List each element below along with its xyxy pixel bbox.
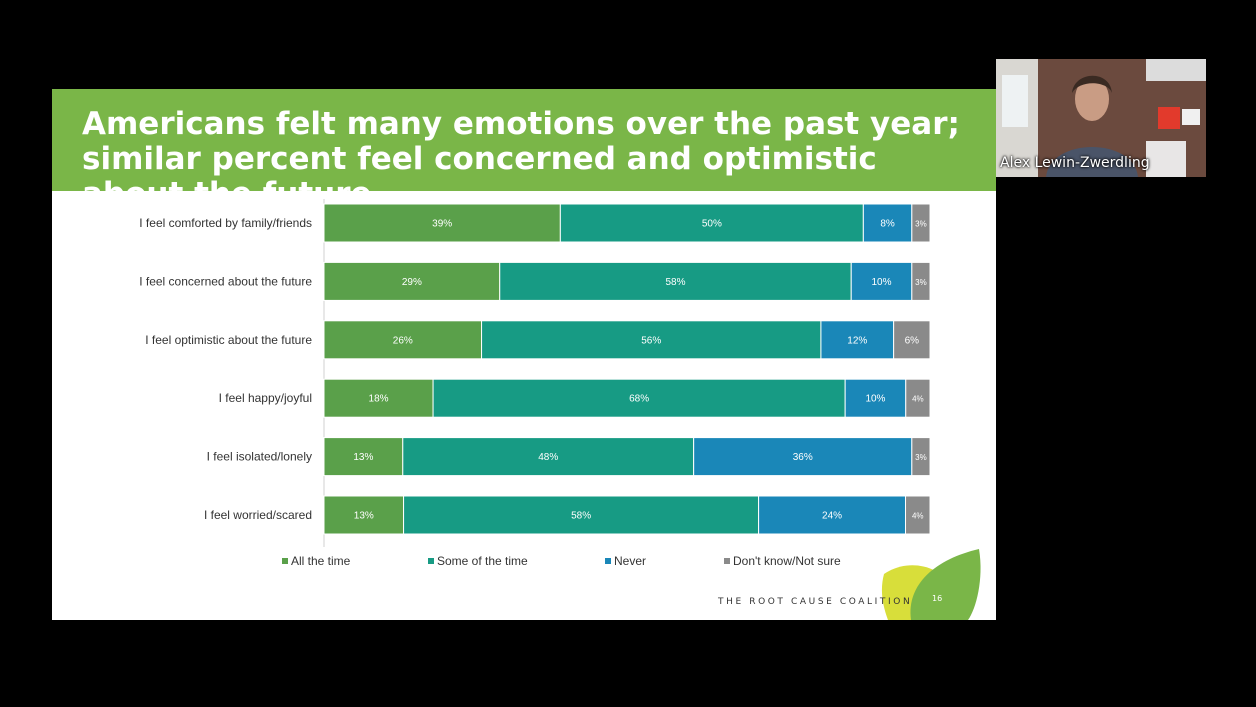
slide-title: Americans felt many emotions over the pa… (82, 106, 960, 212)
participant-name: Alex Lewin-Zwerdling (1000, 155, 1150, 171)
bar-segment (323, 495, 405, 535)
category-label: I feel isolated/lonely (207, 450, 312, 464)
page-number: 16 (932, 594, 943, 603)
participant-video-tile[interactable]: Alex Lewin-Zwerdling (996, 59, 1206, 177)
bar-segment (844, 378, 907, 418)
bar-segment (481, 320, 822, 360)
data-label: 13% (354, 511, 374, 522)
data-label: 4% (912, 512, 924, 521)
data-label: 13% (353, 452, 373, 463)
title-band: Americans felt many emotions over the pa… (52, 89, 996, 212)
bar-segment (323, 320, 483, 360)
data-label: 56% (641, 335, 661, 346)
bar-segment (323, 437, 404, 477)
legend-label: Never (614, 554, 646, 568)
bar-segment (559, 203, 864, 243)
category-label: I feel comforted by family/friends (139, 216, 312, 230)
bar-segment (693, 437, 913, 477)
category-label: I feel concerned about the future (139, 274, 312, 288)
bar-segment (499, 261, 852, 301)
bar-segment (758, 495, 907, 535)
data-label: 3% (915, 453, 927, 462)
bar-segment (820, 320, 895, 360)
stacked-bar-chart: I feel comforted by family/friends 39% 50%… (52, 191, 996, 620)
data-label: 39% (432, 219, 452, 230)
footer-brand: THE ROOT CAUSE COALITION (718, 597, 913, 607)
category-label: I feel optimistic about the future (145, 333, 312, 347)
bar-segment (905, 495, 931, 535)
data-label: 24% (822, 511, 842, 522)
bar-segment (893, 320, 931, 360)
legend-swatch (282, 558, 288, 564)
data-label: 10% (865, 394, 885, 405)
data-label: 36% (793, 452, 813, 463)
category-label: I feel happy/joyful (219, 391, 312, 405)
data-label: 29% (402, 277, 422, 288)
chart-svg: I feel comforted by family/friends 39% 50%… (139, 199, 931, 568)
legend-swatch (428, 558, 434, 564)
bar-segment (911, 437, 931, 477)
data-label: 48% (538, 452, 558, 463)
data-label: 3% (915, 278, 927, 287)
bar-segment (911, 261, 931, 301)
category-label: I feel worried/scared (204, 508, 312, 522)
leaf-logo-icon (881, 549, 981, 620)
data-label: 10% (872, 277, 892, 288)
slide: Americans felt many emotions over the pa… (52, 89, 996, 620)
legend-swatch (724, 558, 730, 564)
data-label: 58% (665, 277, 685, 288)
data-label: 3% (915, 220, 927, 229)
bar-segment (323, 261, 501, 301)
bar-segment (402, 437, 695, 477)
legend-label: All the time (291, 554, 351, 568)
data-label: 12% (847, 335, 867, 346)
participant-video-feed (996, 59, 1206, 177)
data-label: 58% (571, 511, 591, 522)
data-label: 6% (905, 335, 920, 346)
bar-segment (911, 203, 931, 243)
bar-segment (850, 261, 913, 301)
data-label: 4% (912, 395, 924, 404)
bar-segment (323, 378, 434, 418)
legend-label: Don't know/Not sure (733, 554, 841, 568)
bar-segment (905, 378, 931, 418)
data-label: 26% (393, 335, 413, 346)
bar-segment (862, 203, 913, 243)
data-label: 8% (880, 219, 895, 230)
data-label: 18% (369, 394, 389, 405)
data-label: 50% (702, 219, 722, 230)
data-label: 68% (629, 394, 649, 405)
legend-label: Some of the time (437, 554, 528, 568)
bar-segment (432, 378, 846, 418)
legend-swatch (605, 558, 611, 564)
